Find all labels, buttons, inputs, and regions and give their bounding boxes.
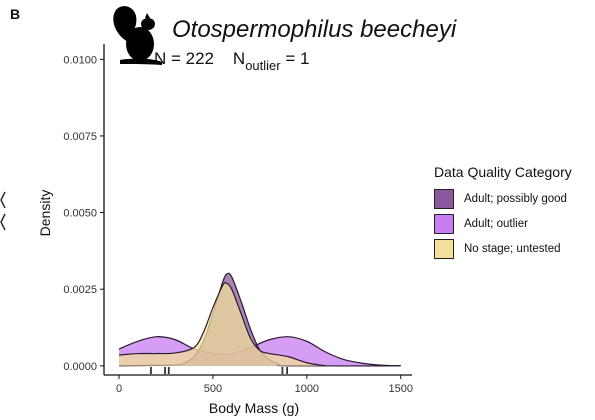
x-tick-label: 1000 xyxy=(295,383,319,395)
legend-label-possibly-good: Adult; possibly good xyxy=(464,192,567,205)
y-tick-label: 0.0000 xyxy=(63,361,97,373)
sample-size-label: N = 222 xyxy=(154,49,215,68)
chart-axes: 0.0000 0.0025 0.0050 0.0075 0.0100 0 500 1000 15… xyxy=(63,44,413,395)
density-areas xyxy=(118,272,401,367)
legend-label-outlier: Adult; outlier xyxy=(464,217,528,230)
x-tick-label: 0 xyxy=(116,383,122,395)
x-tick-label: 500 xyxy=(204,383,222,395)
y-tick-label: 0.0050 xyxy=(63,208,97,220)
chart-subtitle: N = 222 Noutlier = 1 xyxy=(154,49,310,73)
squirrel-silhouette-icon xyxy=(113,6,162,65)
chart-title: Otospermophilus beecheyi xyxy=(172,16,457,43)
y-tick-label: 0.0075 xyxy=(63,131,97,143)
legend: Data Quality Category Adult; possibly go… xyxy=(434,164,572,261)
y-tick-label: 0.0100 xyxy=(63,54,97,66)
y-axis-label: Density xyxy=(37,190,53,237)
legend-item-outlier: Adult; outlier xyxy=(434,211,572,236)
density-curve-2 xyxy=(118,282,326,367)
legend-key-untested xyxy=(434,238,454,259)
legend-label-untested: No stage; untested xyxy=(464,242,561,255)
y-tick-label: 0.0025 xyxy=(63,284,97,296)
legend-key-outlier xyxy=(434,213,454,234)
legend-title: Data Quality Category xyxy=(434,164,572,180)
density-area-fill-2 xyxy=(119,282,326,366)
panel-label: B xyxy=(10,6,21,22)
legend-item-untested: No stage; untested xyxy=(434,236,572,261)
outlier-count-label: Noutlier = 1 xyxy=(232,49,310,73)
legend-key-possibly-good xyxy=(434,188,454,209)
rug-marks xyxy=(150,367,289,374)
x-axis-label: Body Mass (g) xyxy=(209,400,299,416)
x-tick-label: 1500 xyxy=(388,383,412,395)
left-edge-mark xyxy=(0,191,6,231)
legend-item-possibly-good: Adult; possibly good xyxy=(434,186,572,211)
